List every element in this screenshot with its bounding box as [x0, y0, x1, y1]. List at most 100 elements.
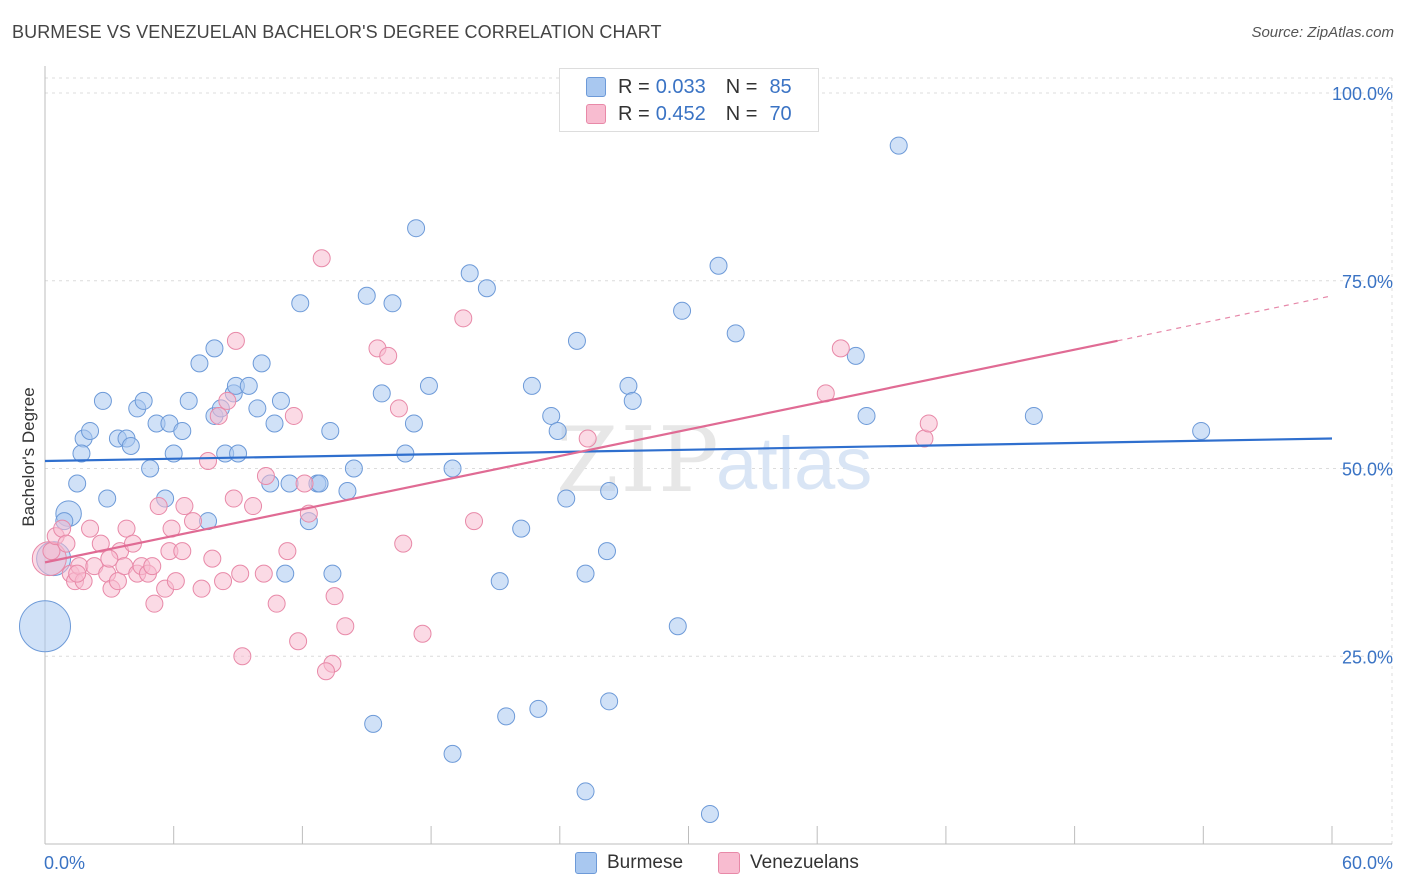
venezuelan-point: [413, 624, 432, 643]
burmese-point: [709, 256, 728, 275]
burmese-point: [407, 219, 426, 238]
burmese-point: [68, 474, 87, 493]
burmese-point: [846, 346, 865, 365]
legend-n-value: 85: [769, 75, 792, 98]
bottom-legend-venezuelans: Venezuelans: [718, 852, 859, 874]
venezuelan-point: [100, 549, 119, 568]
venezuelan-point: [184, 512, 203, 531]
venezuelan-point: [226, 331, 245, 350]
legend-r-label: R =: [618, 102, 650, 125]
burmese-point: [623, 391, 642, 410]
legend-r-value: 0.452: [655, 102, 706, 125]
venezuelan-point: [224, 489, 243, 508]
venezuelan-point: [312, 249, 331, 268]
burmese-point: [668, 617, 687, 636]
venezuelan-point: [91, 534, 110, 553]
burmese-point: [700, 804, 719, 823]
watermark-atlas: atlas: [716, 422, 872, 505]
burmese-point: [291, 294, 310, 313]
burmese-point: [265, 414, 284, 433]
legend-r-label: R =: [618, 75, 650, 98]
burmese-point: [576, 782, 595, 801]
venezuelan-point: [254, 564, 273, 583]
burmese-point: [1024, 406, 1043, 425]
burmese-trend-line: [44, 437, 1333, 463]
venezuelan-point: [267, 594, 286, 613]
burmese-point: [248, 399, 267, 418]
watermark: ZIP atlas: [556, 408, 872, 513]
burmese-point: [857, 406, 876, 425]
venezuelan-point: [919, 414, 938, 433]
venezuelan-point: [209, 406, 228, 425]
venezuelan-point: [278, 542, 297, 561]
venezuelan-point: [117, 519, 136, 538]
burmese-point: [889, 136, 908, 155]
venezuelan-point: [465, 512, 483, 531]
bottom-legend-burmese: Burmese: [575, 852, 683, 874]
burmese-point: [271, 391, 290, 410]
burmese-point: [81, 421, 100, 440]
venezuelan-point: [57, 534, 76, 553]
venezuelan-point: [316, 662, 335, 681]
burmese-point: [548, 421, 567, 440]
burmese-point: [673, 301, 692, 320]
burmese-point: [477, 279, 496, 298]
burmese-point: [93, 391, 112, 410]
venezuelan-point: [108, 572, 127, 591]
burmese-point: [404, 414, 423, 433]
burmese-point: [1192, 421, 1211, 440]
legend-r-value: 0.033: [655, 75, 706, 98]
venezuelan-point: [145, 594, 164, 613]
venezuelan-point: [203, 549, 222, 568]
burmese-point: [323, 564, 342, 583]
burmese-point: [600, 692, 619, 711]
burmese-point: [310, 474, 329, 493]
burmese-point: [597, 542, 616, 561]
venezuelan-point: [284, 406, 303, 425]
bottom-legend-label-burmese: Burmese: [607, 852, 684, 873]
venezuelan-point: [394, 534, 413, 553]
x-tick-label-min: 0.0%: [44, 853, 85, 873]
x-tick-label-max: 60.0%: [1342, 853, 1393, 873]
burmese-point: [252, 354, 271, 373]
y-tick-label: 50.0%: [1342, 460, 1393, 480]
burmese-point: [529, 699, 548, 718]
watermark-zip: ZIP: [556, 408, 721, 513]
bottom-legend-swatch-venezuelans: [718, 852, 740, 874]
venezuelan-point: [256, 467, 275, 486]
bottom-legend-swatch-burmese: [575, 852, 597, 874]
burmese-point: [557, 489, 576, 508]
burmese-point: [542, 406, 561, 425]
venezuelan-point: [831, 339, 850, 358]
burmese-point: [460, 264, 479, 283]
venezuelan-point: [149, 497, 168, 516]
burmese-point: [372, 384, 391, 403]
chart-title: BURMESE VS VENEZUELAN BACHELOR'S DEGREE …: [12, 22, 662, 42]
burmese-point: [364, 714, 383, 733]
venezuelan-point: [218, 391, 237, 410]
burmese-point: [576, 564, 595, 583]
venezuelan-point: [379, 346, 398, 365]
burmese-point: [726, 324, 745, 343]
burmese-point: [600, 482, 619, 501]
venezuelan-point: [199, 452, 218, 470]
burmese-point: [344, 459, 363, 478]
venezuelan-point: [231, 564, 250, 583]
y-tick-label: 100.0%: [1332, 84, 1393, 104]
burmese-point: [121, 436, 140, 455]
venezuelan-point: [389, 399, 408, 418]
legend-swatch-venezuelans: [586, 104, 606, 124]
venezuelan-point: [192, 579, 211, 598]
y-tick-label: 75.0%: [1342, 272, 1393, 292]
burmese-point: [179, 391, 198, 410]
burmese-point: [338, 482, 357, 501]
burmese-point: [19, 600, 71, 653]
burmese-point: [280, 474, 299, 493]
burmese-point: [383, 294, 402, 313]
burmese-point: [173, 421, 192, 440]
legend-swatch-burmese: [586, 77, 606, 97]
venezuelan-point: [233, 647, 252, 666]
venezuelan-point: [336, 617, 355, 636]
legend-n-label: N =: [725, 102, 758, 125]
